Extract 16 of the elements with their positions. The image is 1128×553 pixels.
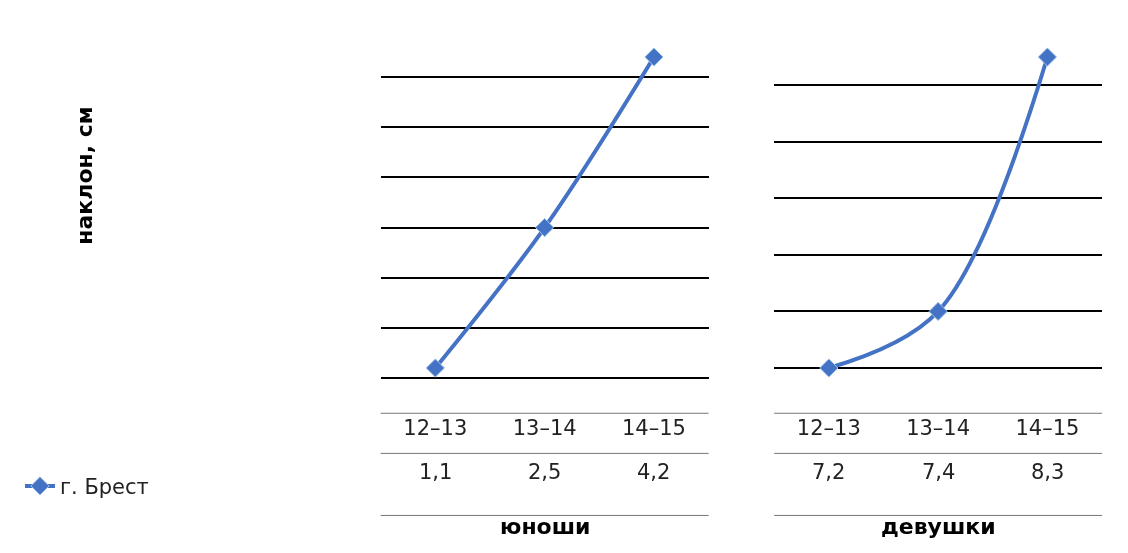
data-label: 4,2 [637,460,671,484]
x-tick-label: 13–14 [512,416,577,440]
data-label: 2,5 [528,460,562,484]
data-label: 7,2 [812,460,846,484]
x-axis-title: девушки [881,514,996,539]
data-label: 7,4 [922,460,956,484]
x-axis-title: юноши [500,514,591,539]
legend-label: г. Брест [60,475,149,500]
data-label: 1,1 [419,460,453,484]
x-tick-label: 13–14 [906,416,971,440]
x-tick-label: 14–15 [1015,416,1080,440]
x-tick-label: 14–15 [621,416,686,440]
y-axis-title: наклон, см [71,106,97,245]
x-tick-label: 12–13 [796,416,861,440]
x-tick-label: 12–13 [403,416,468,440]
data-label: 8,3 [1031,460,1065,484]
